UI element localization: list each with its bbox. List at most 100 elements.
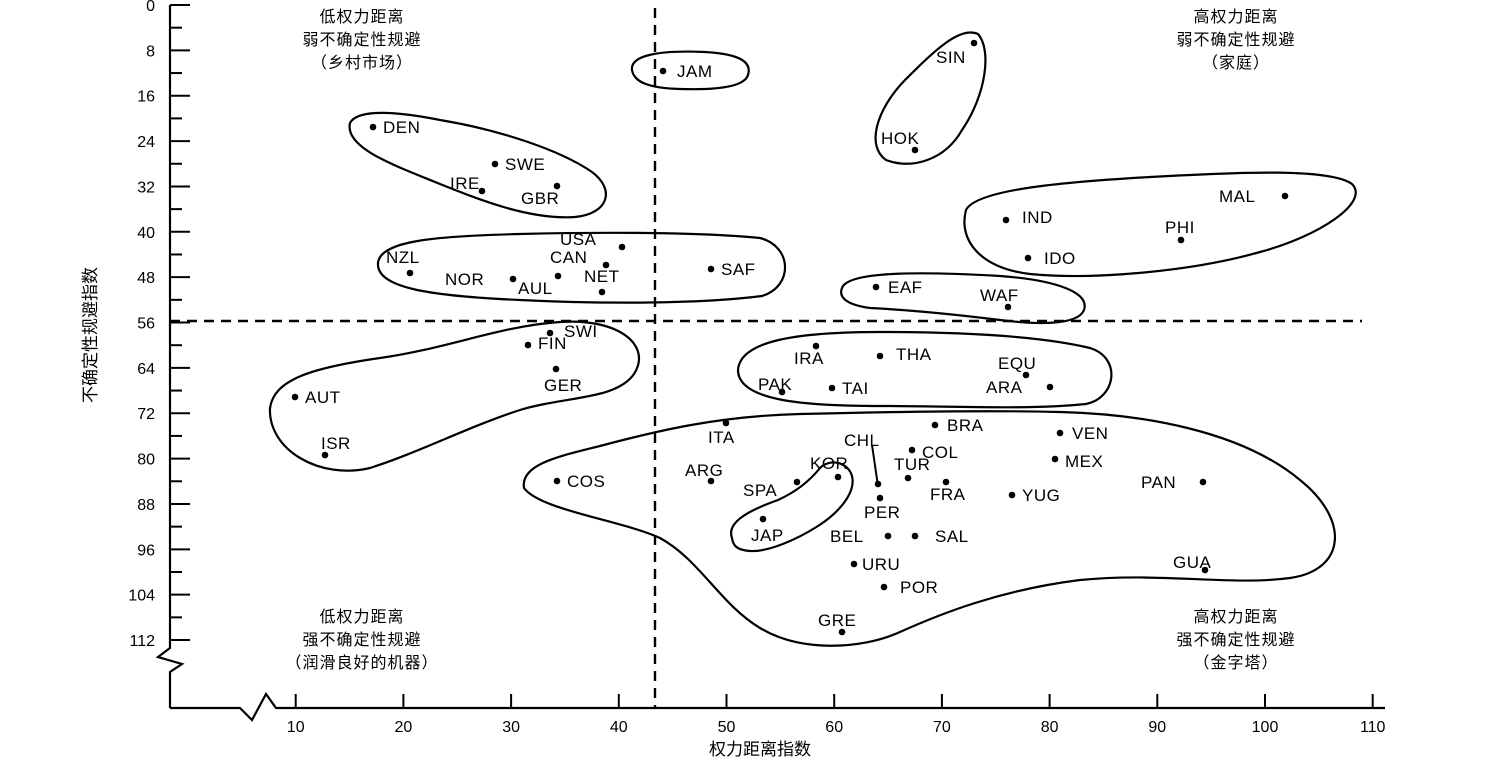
x-axis-line (170, 691, 1385, 722)
point-cos: COS (553, 472, 605, 491)
quadrant-bottom-right-line-3: （金字塔） (1193, 653, 1278, 672)
x-tick-label: 50 (718, 719, 736, 736)
point-marker-tai (828, 384, 836, 392)
point-label-por: POR (900, 578, 938, 597)
point-marker-per (876, 494, 884, 502)
point-marker-chl (874, 480, 882, 488)
point-aul: AUL (518, 272, 562, 298)
point-label-isr: ISR (321, 434, 351, 453)
y-tick-label: 80 (137, 452, 155, 469)
point-label-ven: VEN (1072, 424, 1108, 443)
point-gua: GUA (1173, 553, 1211, 574)
point-jap: JAP (751, 515, 783, 545)
point-marker-aut (291, 393, 299, 401)
point-col: COL (908, 443, 958, 462)
y-tick-label: 48 (137, 270, 155, 287)
point-ira: IRA (794, 342, 824, 368)
quadrant-bottom-left-line-3: （润滑良好的机器） (285, 653, 438, 672)
cluster-outline-sin-hok (874, 31, 987, 165)
point-tai: TAI (828, 379, 869, 398)
point-label-ind: IND (1022, 208, 1053, 227)
point-marker-tha (876, 352, 884, 360)
x-axis-title: 权力距离指数 (709, 740, 811, 760)
point-marker-jam (659, 67, 667, 75)
quadrant-caption-top-right: 高权力距离 弱不确定性规避 （家庭） (1176, 7, 1295, 72)
point-ido: IDO (1024, 249, 1076, 268)
point-label-mal: MAL (1219, 187, 1255, 206)
point-swi: SWI (546, 322, 597, 341)
y-tick-label: 104 (128, 588, 155, 605)
point-marker-gua (1201, 566, 1209, 574)
point-marker-saf (707, 265, 715, 273)
x-tick-label: 70 (933, 719, 951, 736)
x-axis-ticks: 10 20 30 40 50 60 70 80 90 100 110 (287, 694, 1386, 736)
quadrant-bottom-left-line-2: 强不确定性规避 (302, 630, 421, 649)
point-bra: BRA (931, 416, 983, 435)
point-marker-uru (850, 560, 858, 568)
point-marker-sal (911, 532, 919, 540)
x-tick-label: 90 (1148, 719, 1166, 736)
point-swe: SWE (491, 155, 545, 174)
point-marker-den (369, 123, 377, 131)
point-label-bel: BEL (830, 527, 864, 546)
point-label-eaf: EAF (888, 278, 923, 297)
point-phi: PHI (1165, 218, 1194, 244)
y-tick-label: 8 (146, 43, 155, 60)
point-label-spa: SPA (743, 481, 777, 500)
point-net: NET (584, 267, 619, 296)
point-marker-can (602, 261, 610, 269)
quadrant-bottom-left-line-1: 低权力距离 (319, 607, 404, 626)
y-tick-label: 56 (137, 316, 155, 333)
point-nor: NOR (445, 270, 517, 289)
point-label-uru: URU (862, 555, 900, 574)
point-marker-pan (1199, 478, 1207, 486)
x-tick-label: 80 (1041, 719, 1059, 736)
point-ind: IND (1002, 208, 1053, 227)
point-marker-waf (1004, 303, 1012, 311)
point-marker-swe (491, 160, 499, 168)
point-marker-hok (911, 146, 919, 154)
point-label-den: DEN (383, 118, 420, 137)
point-marker-usa (618, 243, 626, 251)
point-mex: MEX (1051, 452, 1103, 471)
point-kor: KOR (810, 454, 848, 481)
point-marker-kor (834, 473, 842, 481)
point-label-ido: IDO (1044, 249, 1076, 268)
point-den: DEN (369, 118, 420, 137)
point-marker-ger (552, 365, 560, 373)
point-label-gre: GRE (818, 611, 856, 630)
quadrant-bottom-right-line-2: 强不确定性规避 (1176, 630, 1295, 649)
point-label-tur: TUR (894, 455, 930, 474)
point-yug: YUG (1008, 486, 1060, 505)
point-label-cos: COS (567, 472, 605, 491)
point-marker-arg (707, 477, 715, 485)
point-ven: VEN (1056, 424, 1108, 443)
point-marker-ido (1024, 254, 1032, 262)
point-tur: TUR (894, 455, 930, 482)
y-axis-title: 不确定性规避指数 (81, 267, 101, 403)
x-tick-label: 20 (395, 719, 413, 736)
chl-pointer-line (871, 444, 879, 487)
point-marker-ind (1002, 216, 1010, 224)
point-can: CAN (550, 248, 610, 269)
quadrant-top-left-line-3: （乡村市场） (311, 53, 413, 72)
point-nzl: NZL (386, 248, 419, 277)
point-arg: ARG (685, 461, 723, 485)
quadrant-top-right-line-2: 弱不确定性规避 (1176, 30, 1295, 49)
point-label-sin: SIN (936, 48, 966, 67)
quadrant-top-right-line-3: （家庭） (1202, 53, 1270, 72)
point-marker-por (880, 583, 888, 591)
point-label-can: CAN (550, 248, 587, 267)
point-spa: SPA (743, 478, 801, 500)
cluster-outline-jap-kor (729, 461, 854, 553)
point-label-tai: TAI (842, 379, 869, 398)
point-marker-sin (970, 39, 978, 47)
y-tick-label: 96 (137, 542, 155, 559)
point-ger: GER (544, 365, 582, 395)
point-label-ita: ITA (708, 428, 735, 447)
point-label-fin: FIN (538, 334, 567, 353)
point-marker-pak (778, 388, 786, 396)
y-tick-label: 112 (129, 633, 155, 650)
cluster-outline-latin-mediterranean (522, 410, 1336, 647)
